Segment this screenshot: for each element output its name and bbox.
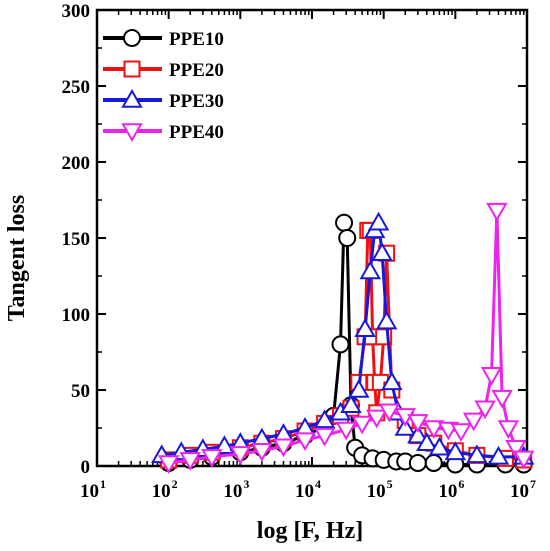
data-point xyxy=(424,453,443,472)
data-point xyxy=(491,389,513,409)
data-point xyxy=(487,445,510,465)
data-point xyxy=(348,378,370,398)
data-point xyxy=(354,318,376,337)
data-point xyxy=(428,436,451,456)
data-point xyxy=(213,435,236,454)
legend: PPE10 PPE20 PPE30 PPE40 xyxy=(103,29,224,143)
data-point xyxy=(201,449,223,468)
data-point xyxy=(444,441,467,461)
y-axis-title: Tangent loss xyxy=(4,195,30,322)
legend-marker xyxy=(121,88,143,108)
data-point xyxy=(331,335,350,354)
data-point xyxy=(313,427,336,447)
data-point xyxy=(450,423,472,443)
x-tick-label: 101 xyxy=(80,477,106,502)
data-point xyxy=(505,440,527,459)
legend-marker xyxy=(123,29,141,47)
x-tick-label: 102 xyxy=(152,477,178,502)
data-point xyxy=(365,409,388,429)
data-point xyxy=(407,414,429,433)
data-point xyxy=(486,202,508,222)
series-ppe30 xyxy=(150,211,535,465)
y-tick-label: 50 xyxy=(71,381,90,402)
legend-item: PPE40 xyxy=(103,122,224,143)
data-point xyxy=(338,229,357,247)
data-point xyxy=(313,409,336,429)
x-tick-label: 107 xyxy=(510,477,536,502)
data-point xyxy=(407,424,429,444)
data-point xyxy=(381,371,403,391)
legend-item: PPE30 xyxy=(103,88,224,112)
data-point xyxy=(157,455,180,474)
legend-marker xyxy=(123,60,141,78)
x-tick-label: 105 xyxy=(367,477,393,502)
data-point xyxy=(335,421,357,441)
data-point xyxy=(229,446,252,465)
legend-label: PPE30 xyxy=(169,91,224,112)
data-point xyxy=(378,403,401,423)
data-point xyxy=(371,242,393,261)
data-point xyxy=(474,400,496,420)
legend-label: PPE20 xyxy=(169,60,224,81)
data-point xyxy=(335,213,354,232)
data-point xyxy=(367,211,390,231)
data-point xyxy=(416,432,438,451)
data-point xyxy=(466,444,488,464)
data-point xyxy=(294,432,316,452)
data-point xyxy=(351,415,373,435)
data-point xyxy=(359,260,381,280)
plot-area xyxy=(150,202,535,474)
legend-label: PPE40 xyxy=(169,122,224,143)
legend-item: PPE20 xyxy=(103,60,224,81)
data-point xyxy=(394,416,416,436)
data-point xyxy=(340,394,362,413)
data-point xyxy=(272,438,295,458)
y-tick-label: 300 xyxy=(62,1,91,22)
x-tick-label: 104 xyxy=(295,477,321,502)
legend-marker xyxy=(121,123,143,143)
series-ppe40 xyxy=(157,202,535,474)
data-point xyxy=(375,310,398,330)
data-point xyxy=(179,452,201,471)
y-axis: 0 50 100 150 200 250 300 xyxy=(62,1,527,478)
data-point xyxy=(497,420,520,440)
data-point xyxy=(462,412,485,432)
x-tick-label: 106 xyxy=(438,477,464,502)
y-tick-label: 150 xyxy=(62,229,91,250)
data-point xyxy=(251,443,273,462)
x-tick-label: 103 xyxy=(223,477,249,502)
x-axis-title: log [F, Hz] xyxy=(257,518,363,544)
plot-frame xyxy=(95,8,529,468)
y-tick-label: 200 xyxy=(62,153,91,174)
legend-item: PPE10 xyxy=(103,29,224,50)
data-point xyxy=(408,453,427,472)
data-point xyxy=(480,367,503,386)
data-point xyxy=(512,450,535,470)
y-tick-label: 250 xyxy=(62,77,91,98)
y-tick-label: 100 xyxy=(62,305,91,326)
y-tick-label: 0 xyxy=(81,457,91,478)
legend-label: PPE10 xyxy=(169,29,224,50)
data-point xyxy=(423,420,445,440)
